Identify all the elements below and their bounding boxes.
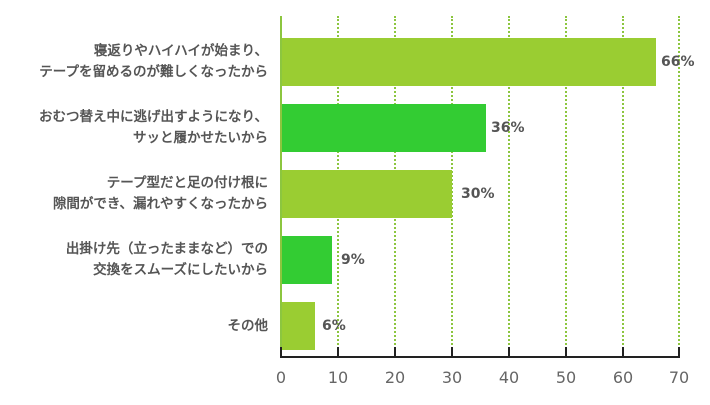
- gridline-40: [508, 16, 510, 357]
- value-label-0: 66%: [661, 54, 695, 70]
- y-axis-line: [280, 16, 282, 357]
- x-tick: [565, 347, 567, 357]
- x-tick-label: 70: [668, 368, 690, 387]
- category-label-0: 寝返りやハイハイが始まり、 テープを留めるのが難しくなったから: [39, 43, 268, 80]
- x-tick: [678, 347, 680, 357]
- gridline-30: [451, 16, 453, 357]
- x-tick-label: 60: [612, 368, 634, 387]
- bar-3: [281, 236, 332, 284]
- bar-2: [281, 170, 452, 218]
- category-label-4: その他: [227, 318, 269, 334]
- gridline-70: [678, 16, 680, 357]
- x-tick-label: 40: [498, 368, 520, 387]
- x-tick: [622, 347, 624, 357]
- bar-4: [281, 302, 315, 350]
- x-tick: [451, 347, 453, 357]
- value-label-3: 9%: [341, 252, 365, 268]
- x-tick: [337, 347, 339, 357]
- gridline-50: [565, 16, 567, 357]
- category-label-1: おむつ替え中に逃げ出すようになり、 サッと履かせたいから: [39, 109, 268, 146]
- x-axis-line: [280, 356, 680, 358]
- category-label-2: テープ型だと足の付け根に 隙間ができ、漏れやすくなったから: [52, 175, 268, 212]
- x-tick: [280, 347, 282, 357]
- gridline-60: [622, 16, 624, 357]
- x-tick-label: 10: [327, 368, 349, 387]
- bar-0: [281, 38, 656, 86]
- x-tick: [508, 347, 510, 357]
- value-label-2: 30%: [461, 186, 495, 202]
- category-label-3: 出掛け先（立ったままなど）での 交換をスムーズにしたいから: [65, 241, 268, 278]
- bar-1: [281, 104, 486, 152]
- x-tick-label: 50: [555, 368, 577, 387]
- x-tick-label: 0: [275, 368, 287, 387]
- x-tick: [394, 347, 396, 357]
- value-label-4: 6%: [322, 318, 346, 334]
- x-tick-label: 20: [384, 368, 406, 387]
- x-tick-label: 30: [441, 368, 463, 387]
- value-label-1: 36%: [491, 120, 525, 136]
